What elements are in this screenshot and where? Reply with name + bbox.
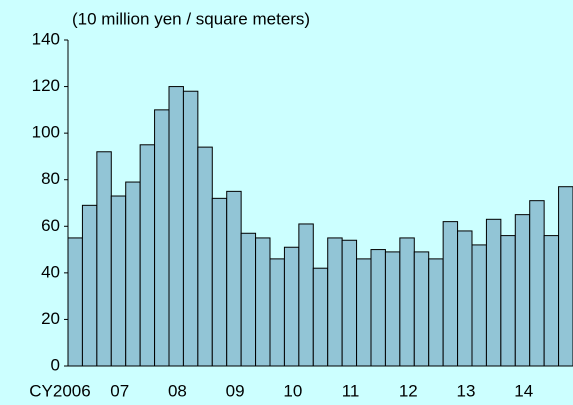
bar xyxy=(298,223,314,367)
bar xyxy=(312,267,329,367)
bar xyxy=(485,218,502,367)
bar xyxy=(81,204,98,367)
x-tick-label: 08 xyxy=(168,381,187,400)
bar xyxy=(255,237,271,367)
bar xyxy=(471,244,487,367)
bar xyxy=(327,237,343,367)
bar xyxy=(197,146,213,367)
bar xyxy=(500,235,516,367)
bar xyxy=(240,232,257,367)
y-tick-label: 0 xyxy=(51,355,60,374)
x-tick-label: 12 xyxy=(399,381,418,400)
bar xyxy=(399,237,415,367)
bar xyxy=(283,246,300,367)
bar xyxy=(125,181,141,367)
x-tick-label: 14 xyxy=(514,381,533,400)
bar xyxy=(529,200,545,367)
bar xyxy=(341,239,358,367)
x-tick-label: 09 xyxy=(226,381,245,400)
y-tick-label: 20 xyxy=(41,309,60,328)
bar xyxy=(226,190,242,367)
x-tick-label: CY2006 xyxy=(29,381,90,400)
x-tick-label: 10 xyxy=(283,381,302,400)
bar xyxy=(110,195,127,367)
axis-label: (10 million yen / square meters) xyxy=(72,9,310,28)
bar xyxy=(182,90,199,367)
bar xyxy=(269,258,285,367)
x-tick-label: 07 xyxy=(110,381,129,400)
bar xyxy=(67,237,83,367)
bar xyxy=(543,235,560,367)
bar xyxy=(442,221,459,367)
y-tick-label: 120 xyxy=(32,76,60,95)
bar xyxy=(558,186,573,367)
bar xyxy=(139,144,156,367)
bar xyxy=(96,151,112,367)
bar xyxy=(428,258,444,367)
bar xyxy=(356,258,372,367)
bar xyxy=(457,230,473,367)
x-tick-label: 11 xyxy=(342,381,360,400)
y-tick-label: 80 xyxy=(41,169,60,188)
y-tick-label: 140 xyxy=(32,29,60,48)
bar xyxy=(384,251,401,367)
y-tick-label: 40 xyxy=(41,262,60,281)
bar xyxy=(154,109,170,367)
bar xyxy=(211,197,228,367)
bar xyxy=(413,251,430,367)
bar xyxy=(168,86,184,367)
bar xyxy=(514,214,531,367)
bar xyxy=(370,249,386,367)
x-tick-label: 13 xyxy=(457,381,476,400)
y-tick-label: 100 xyxy=(32,123,60,142)
y-tick-label: 60 xyxy=(41,216,60,235)
